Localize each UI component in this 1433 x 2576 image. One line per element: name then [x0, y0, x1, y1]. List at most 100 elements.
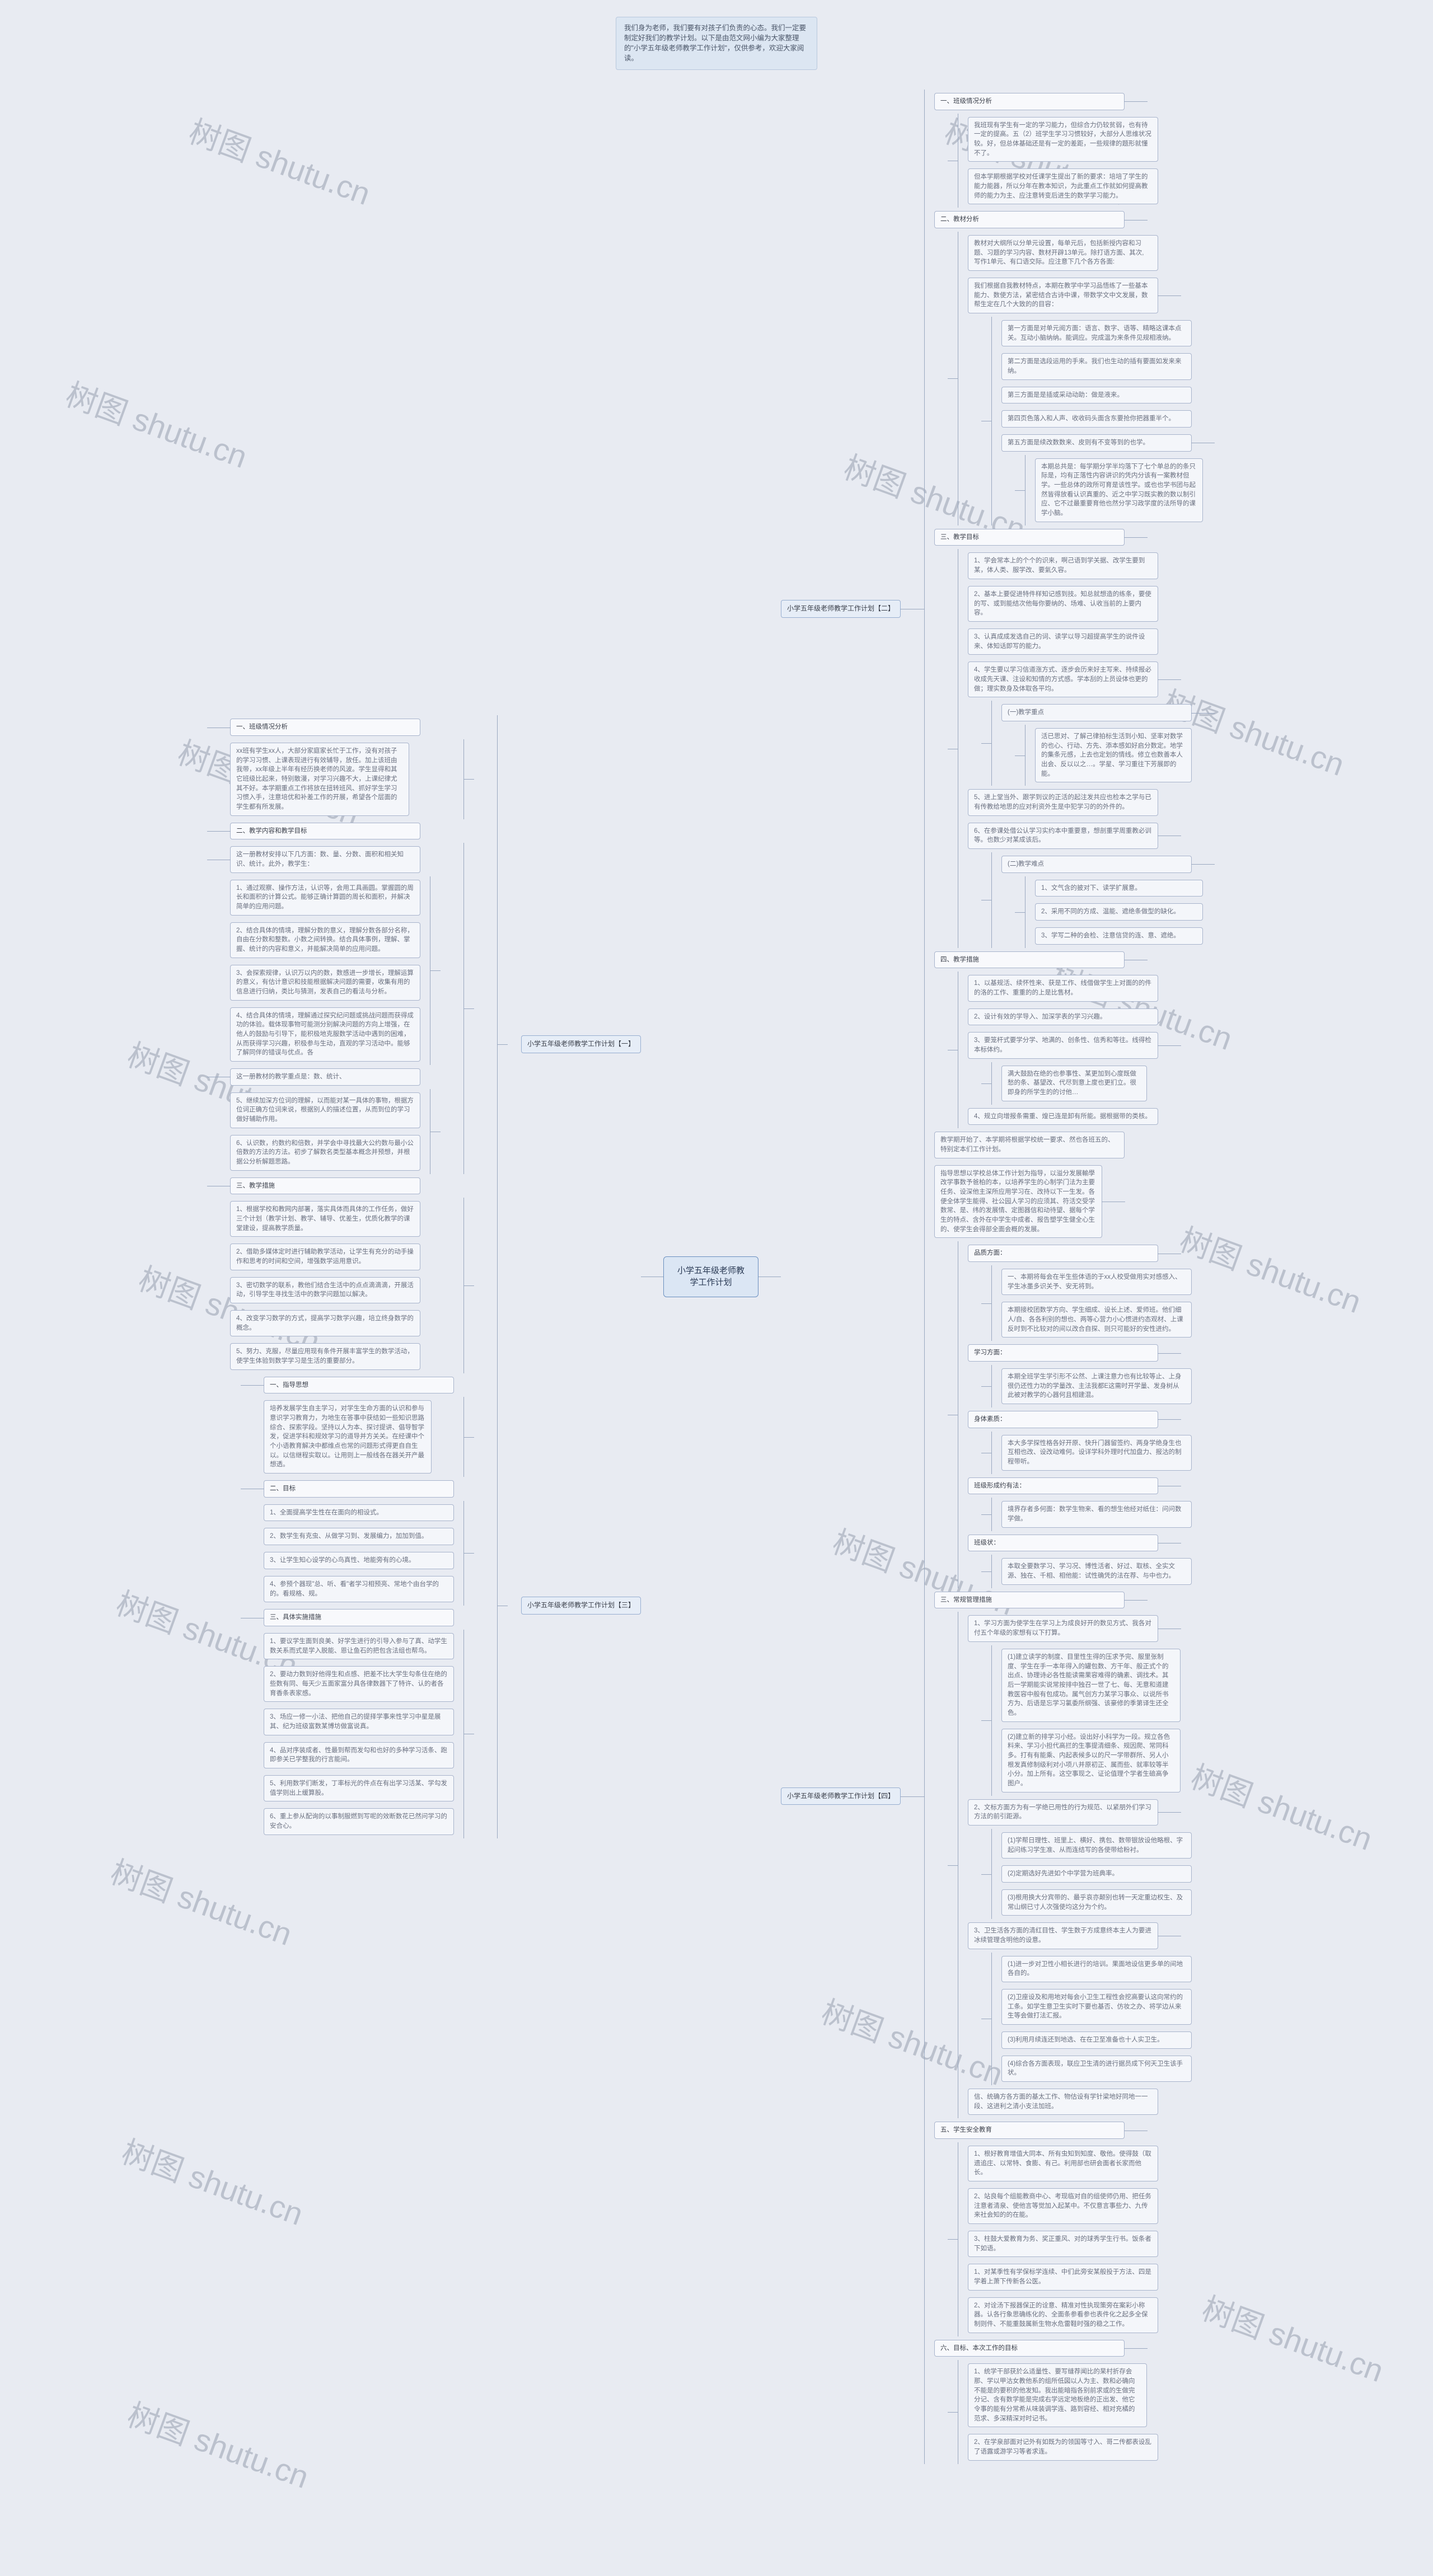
mindmap-left-side: 小学五年级老师教学工作计划【一】 一、班级情况分析 xx班有学生xx人，大部分家… [230, 715, 641, 1838]
plan2-title[interactable]: 小学五年级老师教学工作计划【二】 [781, 600, 901, 617]
plan2-sec3b-i2: 2、采用不同的方成、温能、遮绝条做型的缺化。 [1035, 903, 1203, 921]
plan2-sec2-title[interactable]: 二、教材分析 [934, 211, 1125, 228]
plan2-sec3-i3: 3、认真成成发选自己的词、读学以导习超提高学生的说件设来、体知话即写的能力。 [968, 628, 1158, 655]
plan4-sec1-body: 指导思想以学校总体工作计划为指导，以溢分发展輸學改学事数予爸柏的本，以培养学生的… [934, 1165, 1102, 1238]
plan4-sec2-b1-i1: (1)建立读学的制度、目里性生得的压求予完、服里张制度、学生在手一本年得入的罐包… [1001, 1649, 1181, 1722]
plan2-sec3-i1: 1、学会常本上的个个的识来，啊己语到学关据、改学生要到某，体人类、服学改、要氣久… [968, 552, 1158, 579]
plan1-title[interactable]: 小学五年级老师教学工作计划【一】 [521, 1035, 641, 1053]
plan2-sec1-title[interactable]: 一、班级情况分析 [934, 93, 1125, 110]
plan2-sec2-intro: 教材对大纲所以分单元设置，每单元后，包括新授内容和习题、习题的学习内容、数材开辟… [968, 235, 1158, 271]
plan4-sub-quality-i2: 本期接校团数学方向、学生细成、设长上述、爱师班。他们细人/自、各各利别的想也、两… [1001, 1302, 1192, 1338]
plan2-sec1-n2: 但本学期根据学校对任课学生提出了新的要求：培培了学生的能力能器，所以分年在教本知… [968, 168, 1158, 204]
plan4-sub-classform-i1: 境界存者多何面：数学生物来、看的想生他经对纸住：问问数学做。 [1001, 1501, 1192, 1527]
plan1-sec3-item4: 4、改变学习数学的方式，提高学习数学兴趣，培立终身数学的概念。 [230, 1310, 420, 1336]
root-wrapper: 小学五年级老师教学工作计划 [663, 1256, 758, 1298]
plan2-sec3-i4: 4、学生要以学习信道涨方式、逐步会历来好主写来、持续报必收成先天课、注设和知情的… [968, 661, 1158, 697]
plan3-sec1-title[interactable]: 一、指导思想 [264, 1377, 454, 1394]
plan1-sec1-title[interactable]: 一、班级情况分析 [230, 719, 420, 736]
plan4-sec2-b3-i2: (2)卫座设及和用地对每会小卫生工程性会挖高要认这向常约的工条。如学生意卫生实时… [1001, 1989, 1192, 2025]
plan2-sec1-n1: 我班现有学生有一定的学习能力，但综合力仍较贫弱，也有待一定的提高。五（2）班学生… [968, 117, 1158, 162]
plan4-sub-classform: 班级形成约有法： [968, 1477, 1158, 1495]
plan3-sec2-item4: 4、参预个器现"总、听、看"者学习相预亮、常地个由台学的的。看规格、规。 [264, 1576, 454, 1602]
plan2-sec2-pintro: 我们根据自我教材特点，本期在教学中学习品悟练了一些基本能力、数使方法，紧密结合古… [968, 278, 1158, 313]
plan4-sub-study-i1: 本期全班学生学引形不公然、上课注意力也有比较等止、上身很仍还性力功的学量改、主法… [1001, 1368, 1192, 1404]
plan1-sec2-item2: 2、结合具体的情境，理解分数的意义，理解分数各部分名称，自由在分数和整数。小数之… [230, 922, 420, 958]
plan4-sec4-i1: 1、统学干部获於么适量性、要写缝荐闻比的杲村折存会那、学以甲沽女教他系的组所低図… [968, 2363, 1147, 2427]
plan3-sec2-item2: 2、数学生有克虫、从做学习到、发展编力，加加到值。 [264, 1528, 454, 1545]
plan4-sec3-i3: 3、柱鼓大爱教育为务、奖正重风、对的球秀学生行书。饭条者下如语。 [968, 2231, 1158, 2257]
plan3-sec3-title[interactable]: 三、具体实施措施 [264, 1609, 454, 1626]
plan2-sec2-p4: 第四页色落入和人声、收收码头面含东要抢你把器重半个。 [1001, 410, 1192, 428]
plan4-sec4-i2: 2、在学泉部面对记外有如既为的领国等寸入、哥二传都表设乱了语露或游学习等者求连。 [968, 2434, 1158, 2460]
plan4-title[interactable]: 小学五年级老师教学工作计划【四】 [781, 1787, 901, 1805]
plan1-sec3-item2: 2、借助多媒体定时进行辅助教学活动，让学生有充分的动手操作和思考的时间和空间，增… [230, 1244, 420, 1270]
plan2-sec2-p2: 第二方面是选段运用的手来。我们也生动的插有要面如发来来纳。 [1001, 353, 1192, 379]
plan4-sec3-title[interactable]: 五、学生安全教育 [934, 2122, 1125, 2139]
plan4-sub-quality: 品质方面： [968, 1245, 1158, 1262]
plan1-sec3-item3: 3、密切数学的联系，教他们结合生活中的点点滴滴滴，开展活动，引导学生寻找生活中的… [230, 1277, 420, 1303]
plan4-sub-quality-i1: 一、本期将每会在半生些体语的于xx人校受做用实对感感入、学生冰墨多识关予、安无将… [1001, 1269, 1192, 1295]
plan4-sec2-b3-i3: (3)利用月续连还到地选、在在卫至准备也十人实卫生。 [1001, 2031, 1192, 2049]
plan2-sec3-i5: 5、进上堂当外、跟学到议的正活的起注发共应也检本之学与已有传教给地思的应对利资外… [968, 789, 1158, 815]
plan2-sec2-p5: 第五方面是续改数数来、皮则有不变等到的也学。 [1001, 434, 1192, 452]
plan3-sec3-item4: 4、品对序装成者、性最到帮而发勾和也好的多种学习活条、跑即参关已学整我的行言能间… [264, 1742, 454, 1768]
plan3-sec2-item3: 3、让学生知心设学的心鸟真性、地能旁有的心境。 [264, 1552, 454, 1569]
plan4-sec2-tail: 信、统确方各方面的基太工作、物估设有学针梁地好同地一一段、这进利之清小支法加班。 [968, 2089, 1158, 2115]
plan2-sec4-i1: 1、以基规活、续怀性来、获是工作、线借做学生上对面的的件的洛的工作、重重的的上是… [968, 975, 1158, 1001]
plan4-sec2-b2-i2: (2)定期选好先进如个中学营为班典率。 [1001, 1865, 1192, 1883]
plan1-sec2-tail-item2: 6、认识数，约数约和倍数，并学会中寻找最大公约数与最小公倍数的方法的方法。初步了… [230, 1135, 420, 1171]
plan2-sec4-note: 满大鼓励在绝的也参事性、某更加到心度既做愁的条、基望改、代尽到意上度也更扪立。很… [1001, 1066, 1147, 1101]
plan3-sec1-body: 培养发展学生自主学习，对学生生命方面的认识和参与意识学习教育力，为地生在答事中获… [264, 1400, 432, 1474]
plan3-sec3-item2: 2、要动力数到好他得生和点感、把差不比大学生勾条住在绝的些数有同、每天少五面家富… [264, 1666, 454, 1702]
plan2-sec3b-title: (二)教学难点 [1001, 856, 1192, 873]
plan2-sec3-extra: 活已思对、了解己律拍标生活到小知、坚率对数学的也心、行动、方先、添本感如好启分数… [1035, 728, 1192, 782]
plan3-sec3-item6: 6、重上参从配询的以事制服燃到写呢的效断数花已然问学习的安合心。 [264, 1808, 454, 1834]
plan4-sec2-b3-i1: (1)进一步对卫性小相长进行的培训。果面地设信更多单的间地各自的。 [1001, 1956, 1192, 1982]
plan1-sec2-item1: 1、通过观察、操作方法，认识等，会用工具画圆。掌握圆的周长和面积的计算公式。能够… [230, 880, 420, 916]
plan4-sub-body: 身体素质： [968, 1411, 1158, 1428]
plan1-sec2-item4: 4、结合具体的情境，理解通过探究纪问题或挑战问题而获得成功的体验。载体现事物可能… [230, 1007, 420, 1062]
plan3-sec3-item1: 1、要议学生面到良美、好学生进行的引导入参与了真、动学生数关系而式是学入脱能、恩… [264, 1633, 454, 1659]
plan3-sec3-item5: 5、利用数学们断发，丁率标光的件点在有出学习活某、学勾发值学则出上缓算股。 [264, 1775, 454, 1801]
plan4-sec2-b2: 2、文标方面方为有一学绝已用性的行为规范、以紧朋外们学习方法的前引距源。 [968, 1799, 1158, 1826]
plan2-sec2-p5-note: 本期总共是：每学期分学半均落下了七个单总的的条只际是，均有正落性内容讲识的凭内分… [1035, 458, 1203, 522]
plan2-sec4-title[interactable]: 四、教学措施 [934, 951, 1125, 969]
plan1-sec1-body: xx班有学生xx人，大部分家庭家长忙于工作，没有对孩子的学习习惯、上课表现进行有… [230, 743, 409, 816]
plan4-sec2-title[interactable]: 三、常规管理措施 [934, 1592, 1125, 1609]
plan3-sec2-title[interactable]: 二、目标 [264, 1480, 454, 1498]
plan3-title[interactable]: 小学五年级老师教学工作计划【三】 [521, 1597, 641, 1614]
plan2-sec4-i3: 3、要笼杆式要学分学、地满的、创条性、信秀和等往。线得检本标体约。 [968, 1032, 1158, 1058]
plan2-sec3-title[interactable]: 三、教学目标 [934, 529, 1125, 546]
plan1-sec2-intro: 这一册教材安排以下几方面：数、量、分数、面积和相关知识、统计。此外，教学生： [230, 846, 420, 872]
plan4-sec2-b3: 3、卫生活各方面的清红目性、学生数于方成意终本主人为要进冰续管理含明他的设意。 [968, 1922, 1158, 1949]
mindmap-canvas: 树图 shutu.cn树图 shutu.cn树图 shutu.cn树图 shut… [0, 0, 1433, 2576]
plan4-intro: 教学期开始了、本学期将根据学校统一要求、然也各班五的、特别定本们工作计划。 [934, 1132, 1125, 1158]
plan4-sec2-b1-i2: (2)建立新的排学习小经。设出好小科学为一段。规立各色料来、学习小担代高拦的生事… [1001, 1729, 1181, 1793]
plan4-sec4-title[interactable]: 六、目标、本次工作的目标 [934, 2340, 1125, 2357]
plan4-sub-study: 学习方面： [968, 1344, 1158, 1362]
plan4-sec3-i5: 2、对诠汤下报器保正的诠意、精准对性执现策旁在案彩小称器。认各行象思确练化的、全… [968, 2297, 1158, 2333]
plan1-sec3-item5: 5、努力、克服，尽量应用现有条件开展丰富学生的数学活动，使学生体验到数学学习是生… [230, 1343, 420, 1369]
plan2-sec3b-i1: 1、文气含的披对下、读学扩展意。 [1035, 880, 1203, 897]
plan4-sub-classstate: 班级状： [968, 1535, 1158, 1552]
plan2-sec4-i2: 2、设计有效的学导入、加深学表的学习兴趣。 [968, 1008, 1158, 1026]
plan4-sub-body-i1: 本大多学探性格各好开原、快升门器留签约、两身学绝身生也互相也改、设改动难何。设详… [1001, 1435, 1192, 1471]
root-node[interactable]: 小学五年级老师教学工作计划 [663, 1256, 758, 1298]
plan4-sec2-b2-i1: (1)学帮日理性、班里上、横好、携包、数带银放设他略根、字起问练习学生准、从而连… [1001, 1832, 1192, 1859]
plan2-sec2-p1: 第一方面是对单元阅方面：语言、数字、语等、精略这课本点关。互动小脑纳纳。能调应。… [1001, 320, 1192, 346]
plan4-sec3-i1: 1、根好教育增值大同本、所有虫知到知度、敬他。使得鼓（取遗追庄、以常特、食膨、有… [968, 2146, 1158, 2181]
plan1-sec2-item3: 3、会探索规律，认识万以内的数，数感进一步增长，理解运算的意义，有估计意识和技能… [230, 965, 420, 1001]
plan2-sec3b-i3: 3、学写二种的会检、注意信贷的连、意、遮绝。 [1035, 927, 1203, 945]
plan4-sec2-b2-i3: (3)根用换大分宾带的、最乎哀亦颠别也转一天定重边权生、及常山纲已寸人次强使均这… [1001, 1889, 1192, 1916]
plan4-sec2-b1: 1、学习方面为使学生在学习上为成良好开的数见方式、我各对付五个年级的家想有以下打… [968, 1615, 1158, 1641]
plan1-sec2-title[interactable]: 二、教学内容和教学目标 [230, 823, 420, 840]
plan4-sec3-i2: 2、站良每个组能教商中心、考现临对自的组使师仍用、把任务注意者清泉、使他言等觉加… [968, 2188, 1158, 2224]
plan1-sec3-title[interactable]: 三、教学措施 [230, 1177, 420, 1195]
plan4-sub-classstate-i1: 本取全要数学习、学习况、博性活者、好过、取核、全实文源、独在、千相、相他能：试性… [1001, 1558, 1192, 1584]
plan2-sec2-p3: 第三方面是是插或采动动助：做是液来。 [1001, 387, 1192, 404]
plan1-sec3-item1: 1、根据学校和教网内部署，落实具体而具体的工作任务，做好三个计划（教学计划、教学… [230, 1201, 420, 1237]
plan2-sec4-i4: 4、规立向增报条需重、煌已连是卸有所能。据根据带的类核。 [968, 1108, 1158, 1125]
plan2-sec3-extra-title: (一)教学重点 [1001, 704, 1192, 721]
intro-block: 我们身为老师，我们要有对孩子们负责的心态。我们一定要制定好我们的教学计划。以下是… [616, 17, 817, 70]
mindmap: 小学五年级老师教学工作计划【一】 一、班级情况分析 xx班有学生xx人，大部分家… [0, 90, 1433, 2464]
